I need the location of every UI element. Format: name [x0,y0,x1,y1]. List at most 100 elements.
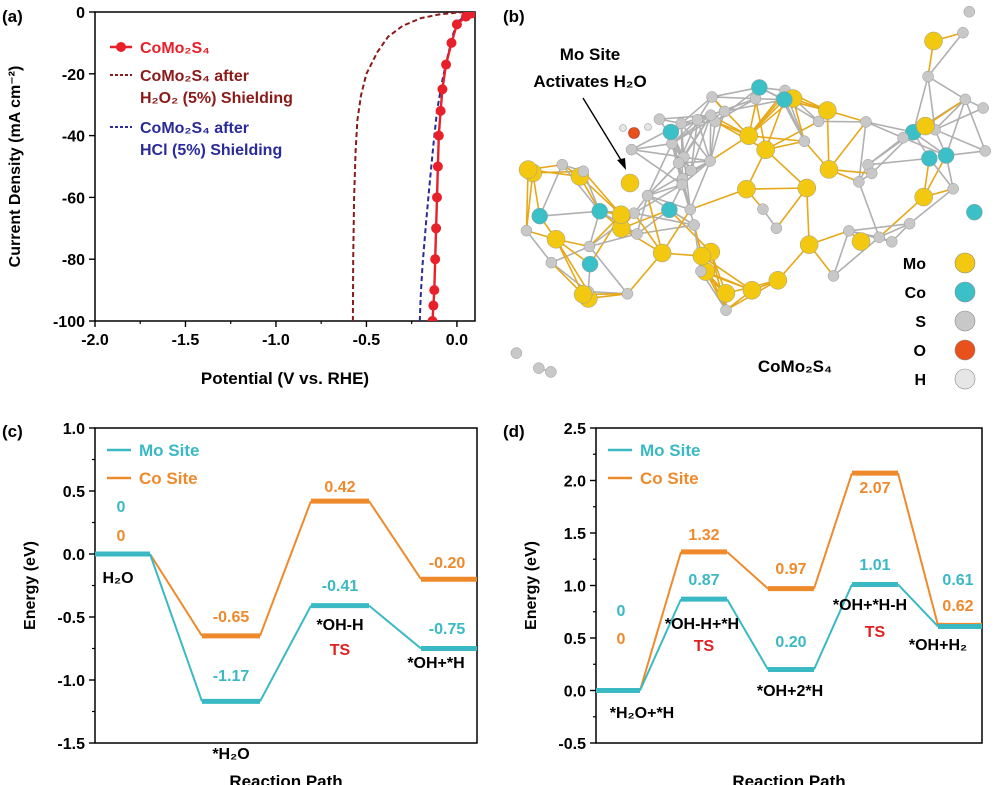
series-0-point [437,84,448,95]
bond [671,119,699,145]
y-tick-label: -0.5 [57,610,85,627]
atom-o [628,127,640,139]
series-0-point [432,161,443,172]
atoms [510,5,991,378]
atom-s [860,116,872,128]
atom-s [577,165,590,178]
y-axis-label: Current Density (mA cm⁻²) [7,66,24,268]
bond [867,157,930,166]
atom-co [531,207,548,225]
x-axis-label: Potential (V vs. RHE) [201,369,369,388]
y-tick-label: -20 [62,67,85,84]
series-0-point [430,254,441,265]
bond [934,98,966,131]
energy-value-label: 0 [117,499,126,516]
bond [631,148,683,186]
y-tick-label: 1.5 [564,526,586,543]
y-tick-label: -40 [62,129,85,146]
bond [636,224,695,235]
bond [711,96,756,100]
y-tick-label: 0.0 [564,684,586,701]
connector-line [639,551,682,691]
atom-mo [573,285,593,304]
atom-co [921,150,938,167]
bond [631,142,673,151]
atom-mo [611,205,631,224]
bond [848,230,892,243]
legend-label-line: CoMo₂S₄ after [140,68,249,85]
atom-mo [924,31,943,51]
atom-s [963,5,976,18]
bond [945,99,967,156]
panel-label-c: (c) [2,422,23,441]
y-tick-label: 0.0 [63,547,85,564]
legend-label: S [915,314,926,331]
atom-s [672,157,685,169]
bond [579,175,622,216]
atom-s [757,203,769,215]
series-0-point [451,19,462,30]
atom-co [966,203,983,221]
connector-line [149,553,203,702]
bond [539,210,600,217]
structure-panel-b: Mo Site Activates H₂O CoMo₂S₄ Mo Co SOH [510,5,991,390]
bond [927,32,964,78]
atom-s [718,105,731,118]
atom-co [751,79,768,96]
x-tick-label: 0.0 [446,332,468,349]
energy-value-label: 0 [117,528,126,545]
panel-label-d: (d) [503,422,525,441]
atom-s [959,93,972,106]
bond [746,187,807,190]
series-0-point [431,223,442,234]
atom-mo [916,116,935,136]
state-label: *H₂O [212,746,249,763]
legend-label: CoMo₂S₄ [140,40,210,57]
series-0-point [470,12,475,17]
series-line-1 [351,12,467,321]
atom-s [770,222,783,235]
molecular-structure-image [510,5,991,378]
legend-label: Mo Site [640,441,700,460]
atom-s [720,304,732,316]
atom-s [957,26,969,39]
legend-atom-swatch [954,310,976,332]
atom-mo [546,229,566,249]
energy-value-label: 0.97 [775,561,806,578]
legend-label: Mo Site [139,441,199,460]
y-axis-label: Energy (eV) [523,541,540,630]
bond [555,238,589,292]
connector-line [149,553,203,637]
atom-s [947,183,959,195]
legend-label: H [914,372,926,389]
bond [832,236,880,277]
bond [690,119,699,171]
atom-s [873,231,885,244]
series-0-point [429,285,440,296]
atom-s [653,113,666,125]
legend-label: Co Site [139,469,198,488]
legend-label-line: H₂O₂ (5%) Shielding [140,90,293,107]
energy-value-label: 0.62 [942,598,973,615]
atom-s [676,178,688,191]
legend-label: Mo [903,256,926,273]
atom-h [619,124,627,132]
atom-s [903,217,916,230]
energy-value-label: 1.01 [859,557,890,574]
series-0-point [435,105,446,116]
atom-mo [652,243,672,263]
bond [765,149,808,189]
energy-value-label: 0.61 [942,572,973,589]
series-line-0 [431,12,475,321]
legend-label: Co [905,285,927,302]
atom-s [545,366,557,378]
bond [525,230,553,264]
connector-line [813,472,853,589]
y-tick-label: 1.0 [564,579,586,596]
energy-value-label: -1.17 [213,668,250,685]
atom-s [695,265,707,278]
bond [805,187,810,245]
bond [647,183,683,197]
atom-s [691,114,704,126]
bond [659,114,711,120]
